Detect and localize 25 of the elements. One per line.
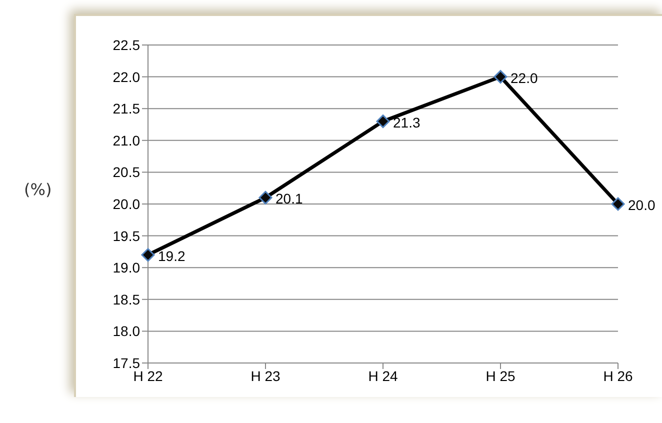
point (494, 70, 508, 84)
y-tick-label: 22.5 (112, 36, 140, 53)
point (258, 190, 272, 204)
y-tick-label: 18.5 (112, 291, 140, 308)
y-tick-label: 20.5 (112, 164, 140, 180)
x-tick-label: H 23 (250, 368, 280, 384)
x-tick-label: H 24 (368, 368, 398, 384)
data-label: 19.2 (158, 248, 186, 264)
point (376, 114, 390, 128)
x-tick-label: H 26 (603, 368, 633, 384)
y-tick-label: 21.0 (112, 132, 140, 148)
y-tick-label: 19.0 (112, 260, 140, 276)
y-tick-label: 18.0 (112, 323, 140, 340)
data-label: 21.3 (393, 114, 420, 130)
y-tick-label: 19.5 (112, 228, 140, 244)
data-label: 22.0 (510, 70, 538, 86)
y-tick-label: 21.5 (112, 100, 140, 117)
point (611, 197, 625, 211)
y-axis-title: (%) (24, 180, 52, 199)
y-tick-label: 22.0 (112, 68, 140, 85)
x-tick-label: H 25 (486, 368, 516, 384)
point (141, 248, 155, 262)
y-tick-label: 20.0 (112, 196, 140, 212)
data-label: 20.1 (276, 190, 303, 207)
data-label: 20.0 (628, 197, 656, 213)
